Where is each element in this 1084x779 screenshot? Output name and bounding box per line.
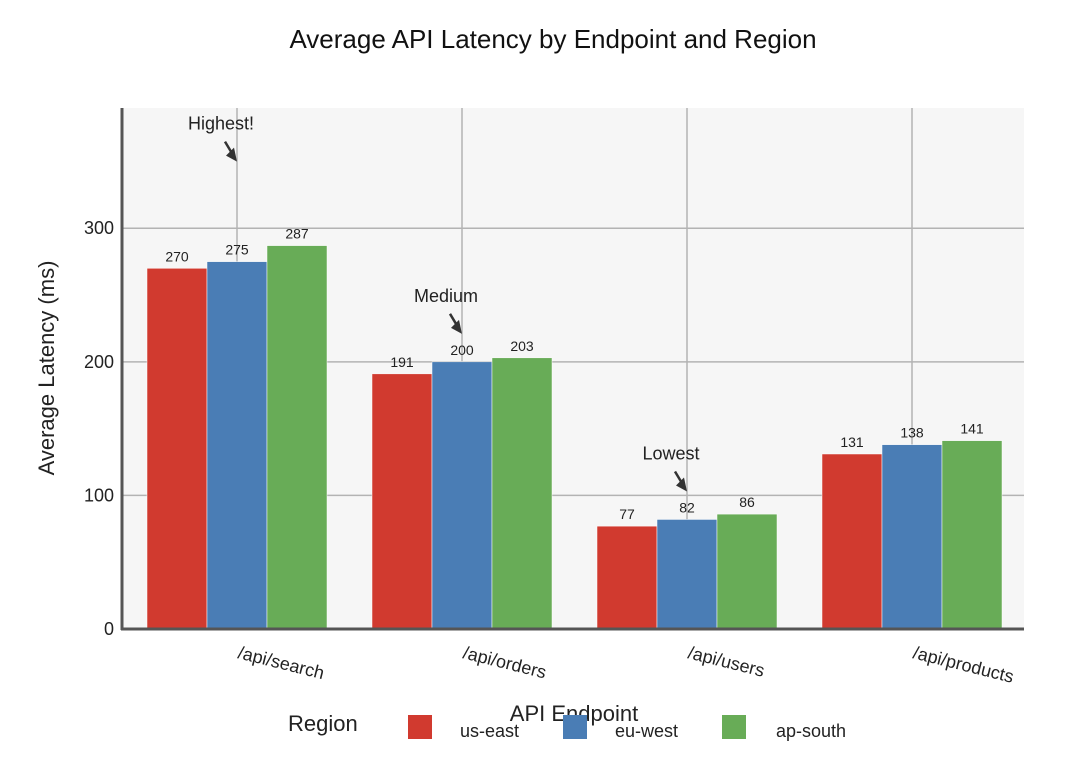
y-tick-label: 100	[84, 485, 114, 505]
annotation-label: Lowest	[642, 443, 699, 463]
legend-title: Region	[288, 711, 358, 736]
bar-eu-west-3	[881, 444, 943, 630]
legend-label-us-east: us-east	[460, 721, 519, 741]
value-label: 275	[225, 242, 249, 258]
value-label: 86	[739, 494, 755, 510]
y-tick-label: 200	[84, 352, 114, 372]
bar-us-east-3	[821, 453, 883, 630]
value-label: 77	[619, 506, 635, 522]
value-label: 131	[840, 434, 864, 450]
annotation-arrowhead	[451, 319, 462, 334]
legend-label-ap-south: ap-south	[776, 721, 846, 741]
legend-swatch-eu-west	[563, 715, 587, 739]
bar-ap-south-2	[716, 513, 778, 630]
y-tick-label: 300	[84, 218, 114, 238]
value-label: 287	[285, 226, 309, 242]
bars	[146, 245, 1003, 630]
chart-title: Average API Latency by Endpoint and Regi…	[289, 24, 816, 54]
annotations: Highest! Medium Lowest	[188, 114, 700, 492]
bar-eu-west-0	[206, 261, 268, 630]
value-label: 191	[390, 354, 414, 370]
legend: Region us-east eu-west ap-south	[288, 711, 846, 741]
annotation-label: Medium	[414, 286, 478, 306]
value-label: 141	[960, 421, 984, 437]
bar-ap-south-1	[491, 357, 553, 630]
value-label: 270	[165, 248, 189, 264]
bar-eu-west-1	[431, 361, 493, 630]
bar-us-east-1	[371, 373, 433, 630]
x-tick-label: /api/search	[236, 642, 326, 683]
x-tick-labels: /api/search/api/orders/api/users/api/pro…	[236, 642, 1016, 686]
y-tick-labels: 0 100 200 300	[84, 218, 114, 639]
legend-label-eu-west: eu-west	[615, 721, 678, 741]
bar-ap-south-3	[941, 440, 1003, 630]
x-tick-label: /api/users	[686, 642, 767, 680]
value-label: 82	[679, 499, 695, 515]
annotation-label: Highest!	[188, 114, 254, 134]
value-label: 200	[450, 342, 474, 358]
x-tick-label: /api/orders	[461, 642, 548, 682]
bar-eu-west-2	[656, 519, 718, 630]
annotation-arrowhead	[226, 147, 237, 162]
bar-us-east-2	[596, 525, 658, 630]
value-labels: 270 275 287 191 200 203 77 82 86 131 138 141	[165, 226, 984, 523]
value-label: 203	[510, 338, 534, 354]
x-tick-label: /api/products	[911, 642, 1016, 686]
bar-ap-south-0	[266, 245, 328, 630]
y-axis-title: Average Latency (ms)	[34, 261, 59, 476]
bar-us-east-0	[146, 268, 208, 630]
value-label: 138	[900, 425, 924, 441]
legend-swatch-ap-south	[722, 715, 746, 739]
annotation-arrowhead	[676, 477, 687, 492]
y-tick-label: 0	[104, 619, 114, 639]
legend-swatch-us-east	[408, 715, 432, 739]
